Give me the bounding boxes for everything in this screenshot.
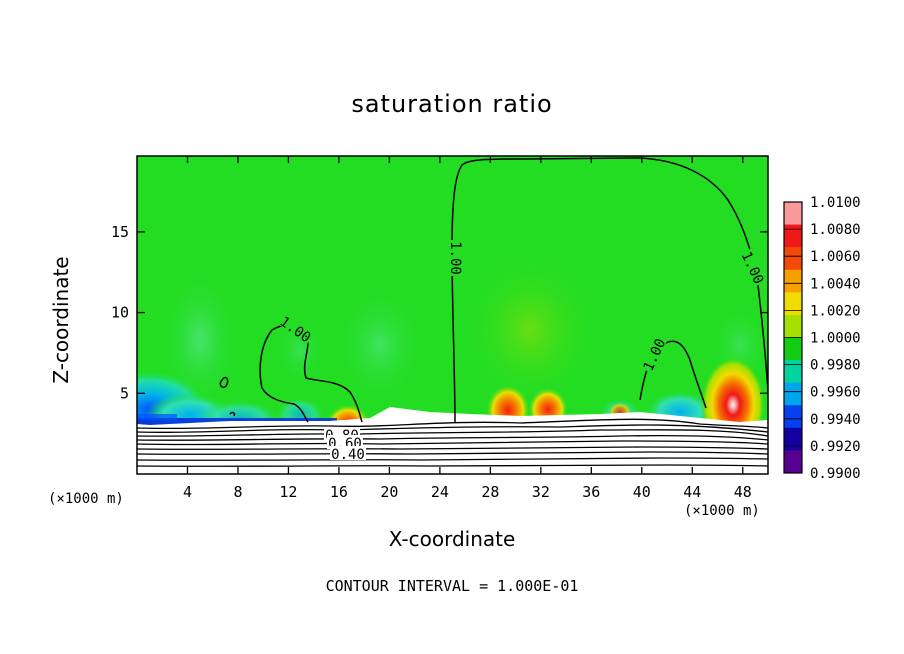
colorbar-swatch (784, 337, 802, 361)
colorbar-swatch (784, 405, 802, 429)
x-tick-label: 40 (633, 483, 651, 501)
x-unit-label-left: (×1000 m) (48, 491, 124, 507)
colorbar-swatch (784, 202, 802, 226)
x-tick-label: 8 (233, 483, 242, 501)
x-tick-label: 44 (683, 483, 701, 501)
colorbar-swatch (784, 450, 802, 474)
colorbar-swatch (784, 269, 802, 293)
x-tick-label: 28 (481, 483, 499, 501)
svg-text:0.40: 0.40 (331, 447, 365, 463)
colorbar-label: 1.0040 (810, 276, 861, 292)
y-tick-label: 15 (111, 223, 129, 241)
x-tick-label: 20 (380, 483, 398, 501)
chart-title: saturation ratio (351, 90, 553, 118)
x-tick-label: 36 (582, 483, 600, 501)
y-tick-label: 10 (111, 304, 129, 322)
colorbar-label: 0.9960 (810, 385, 861, 401)
colorbar-swatch (784, 314, 802, 338)
colorbar-swatch (784, 360, 802, 384)
contour-interval-note: CONTOUR INTERVAL = 1.000E-01 (325, 577, 579, 595)
colorbar-swatch (784, 382, 802, 406)
x-tick-label: 4 (183, 483, 192, 501)
colorbar-label: 1.0080 (810, 222, 861, 238)
plot-frame (136, 155, 769, 475)
x-tick-label: 32 (532, 483, 550, 501)
colorbar-label: 0.9940 (810, 412, 861, 428)
y-tick-label: 5 (120, 384, 129, 402)
colorbar-label: 1.0060 (810, 249, 861, 265)
x-tick-label: 16 (330, 483, 348, 501)
colorbar-swatch (784, 292, 802, 316)
y-axis-label: Z-coordinate (49, 256, 73, 384)
colorbar-label: 1.0000 (810, 331, 861, 347)
colorbar: 1.0100 1.0080 1.0060 1.0040 1.0020 1.0000 0.99… (783, 195, 861, 482)
contour-label: 0.40 (330, 446, 366, 463)
colorbar-label: 0.9920 (810, 439, 861, 455)
colorbar-swatch (784, 427, 802, 451)
x-unit-label-right: (×1000 m) (684, 503, 760, 519)
contour-labels: 1.001.001.001.000.800.600.40 (277, 240, 768, 463)
x-tick-label: 12 (279, 483, 297, 501)
x-tick-label: 24 (431, 483, 449, 501)
svg-text:1.00: 1.00 (447, 241, 463, 275)
contour-label: 1.00 (447, 240, 464, 276)
colorbar-swatch (784, 224, 802, 248)
colorbar-label: 0.9980 (810, 358, 861, 374)
colorbar-label: 1.0020 (810, 303, 861, 319)
colorbar-label: 0.9900 (810, 466, 861, 482)
x-tick-label: 48 (734, 483, 752, 501)
x-axis-label: X-coordinate (388, 527, 516, 551)
colorbar-swatch (784, 247, 802, 271)
colorbar-label: 1.0100 (810, 195, 861, 211)
